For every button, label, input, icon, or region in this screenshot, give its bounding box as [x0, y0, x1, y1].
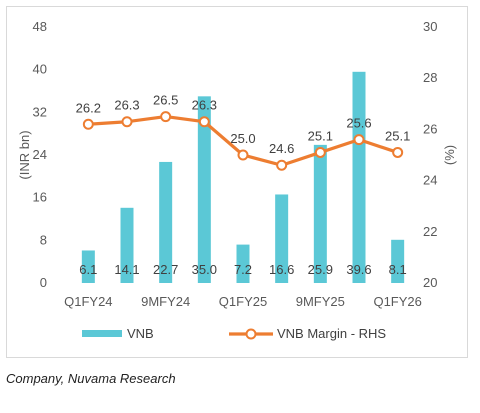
y2-tick-label: 22 [423, 224, 437, 239]
margin-point-q1fy25 [237, 149, 249, 161]
bar-fy24 [197, 96, 211, 283]
margin-point-9mfy25 [314, 146, 326, 158]
margin-data-label: 25.0 [230, 131, 255, 146]
x-tick-label: Q1FY24 [64, 294, 112, 309]
x-axis: Q1FY24 9MFY24 Q1FY25 9MFY25 Q1FY26 [64, 294, 422, 309]
legend-margin-marker [245, 328, 257, 340]
margin-data-label: 26.3 [192, 98, 217, 113]
bar-data-label: 7.2 [234, 262, 252, 277]
bar-9mfy24 [159, 161, 173, 283]
margin-data-label: 25.6 [346, 116, 371, 131]
bar-data-label: 35.0 [192, 262, 217, 277]
y-tick-label: 8 [40, 232, 47, 247]
source-note: Company, Nuvama Research [6, 371, 176, 386]
bar-labels: 6.1 14.1 22.7 35.0 7.2 16.6 25.9 39.6 8.1 [79, 262, 406, 277]
legend-vnb-label: VNB [127, 326, 154, 341]
y-axis-right: 20 22 24 26 28 30 [423, 19, 437, 290]
margin-point-h1fy25 [276, 159, 288, 171]
y2-tick-label: 30 [423, 19, 437, 34]
margin-point-fy25 [353, 134, 365, 146]
margin-data-label: 26.2 [76, 100, 101, 115]
legend: VNB VNB Margin - RHS [82, 326, 386, 341]
margin-point-q1fy26 [392, 146, 404, 158]
bar-data-label: 6.1 [79, 262, 97, 277]
bar-data-label: 39.6 [346, 262, 371, 277]
y-tick-label: 48 [33, 19, 47, 34]
y2-tick-label: 24 [423, 173, 437, 188]
margin-point-h1fy24 [121, 116, 133, 128]
x-tick-label: 9MFY25 [296, 294, 345, 309]
bar-data-label: 22.7 [153, 262, 178, 277]
x-tick-label: Q1FY26 [373, 294, 421, 309]
y2-tick-label: 20 [423, 275, 437, 290]
y-tick-label: 32 [33, 104, 47, 119]
bar-data-label: 16.6 [269, 262, 294, 277]
margin-data-label: 25.1 [308, 128, 333, 143]
y-axis-title: (INR bn) [17, 130, 32, 179]
y-tick-label: 16 [33, 190, 47, 205]
bar-series [81, 71, 405, 283]
chart-svg: 0 8 16 24 32 40 48 20 22 24 26 28 30 6.1 14.1 22.7 35.… [17, 19, 457, 341]
legend-vnb-swatch [82, 330, 122, 337]
margin-point-9mfy24 [160, 111, 172, 123]
x-tick-label: Q1FY25 [219, 294, 267, 309]
margin-data-label: 25.1 [385, 128, 410, 143]
line-labels: 26.2 26.3 26.5 26.3 25.0 24.6 25.1 25.6 25.1 [76, 93, 411, 157]
legend-margin-label: VNB Margin - RHS [277, 326, 386, 341]
chart-frame: 0 8 16 24 32 40 48 20 22 24 26 28 30 6.1 14.1 22.7 35.… [6, 6, 468, 358]
bar-fy25 [352, 71, 366, 283]
y-tick-label: 40 [33, 62, 47, 77]
bar-q1fy25 [236, 244, 250, 283]
bar-data-label: 14.1 [114, 262, 139, 277]
y2-axis-title: (%) [442, 145, 457, 165]
bar-q1fy26 [391, 239, 405, 283]
x-tick-label: 9MFY24 [141, 294, 190, 309]
bar-data-label: 25.9 [308, 262, 333, 277]
bar-data-label: 8.1 [389, 262, 407, 277]
line-series [82, 111, 404, 171]
bar-q1fy24 [81, 250, 95, 283]
margin-point-fy24 [198, 116, 210, 128]
bar-h1fy24 [120, 207, 134, 283]
margin-data-label: 26.3 [114, 98, 139, 113]
y2-tick-label: 28 [423, 70, 437, 85]
y-tick-label: 24 [33, 147, 47, 162]
margin-data-label: 26.5 [153, 93, 178, 108]
margin-data-label: 24.6 [269, 141, 294, 156]
y-axis-left: 0 8 16 24 32 40 48 [33, 19, 47, 290]
y-tick-label: 0 [40, 275, 47, 290]
bar-9mfy25 [313, 144, 327, 283]
y2-tick-label: 26 [423, 121, 437, 136]
margin-point-q1fy24 [82, 118, 94, 130]
bar-h1fy25 [275, 194, 289, 283]
